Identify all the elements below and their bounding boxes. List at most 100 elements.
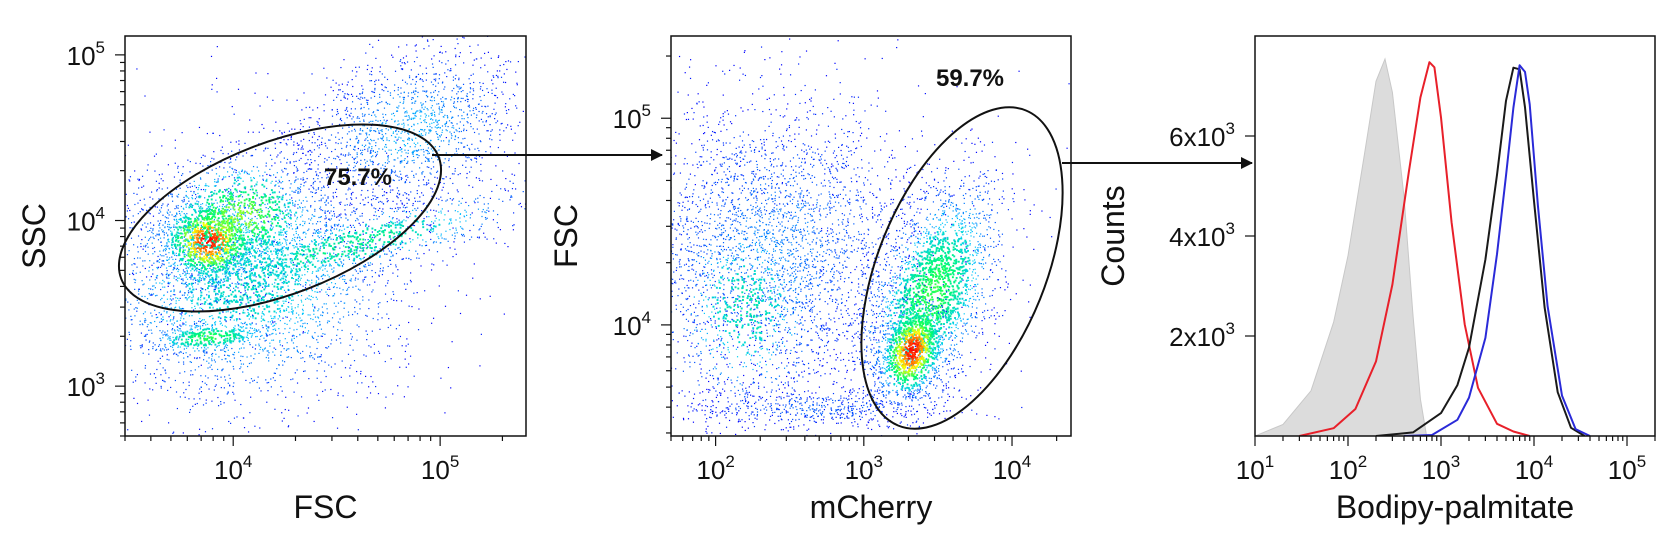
event-point <box>180 259 182 261</box>
event-point <box>333 242 336 245</box>
event-point <box>296 246 298 248</box>
event-point <box>236 241 238 244</box>
event-point <box>161 305 163 307</box>
event-point <box>354 299 356 301</box>
event-point <box>395 110 398 112</box>
event-point <box>293 152 295 154</box>
event-point <box>183 196 185 199</box>
event-point <box>166 320 168 322</box>
event-point <box>316 394 318 396</box>
event-point <box>387 129 390 131</box>
event-point <box>219 221 221 224</box>
event-point <box>374 89 376 91</box>
event-point <box>315 192 317 194</box>
event-point <box>478 155 481 158</box>
event-point <box>414 200 417 202</box>
event-point <box>311 136 314 138</box>
event-point <box>214 292 217 295</box>
event-point <box>323 161 326 163</box>
event-point <box>440 377 442 379</box>
event-point <box>249 242 251 244</box>
event-point <box>370 129 372 132</box>
event-point <box>251 241 254 244</box>
event-point <box>187 261 190 263</box>
event-point <box>261 315 263 317</box>
event-point <box>102 297 103 298</box>
event-point <box>368 142 370 144</box>
event-point <box>235 285 238 288</box>
event-point <box>278 185 280 187</box>
event-point <box>215 278 218 281</box>
event-point <box>219 281 222 284</box>
event-point <box>313 437 314 438</box>
event-point <box>384 165 386 167</box>
event-point <box>346 242 348 245</box>
event-point <box>104 297 105 298</box>
event-point <box>318 399 320 401</box>
event-point <box>355 183 357 185</box>
event-point <box>159 211 162 213</box>
event-point <box>431 105 433 107</box>
event-point <box>433 111 436 113</box>
event-point <box>174 330 176 332</box>
event-point <box>266 326 269 328</box>
event-point <box>268 305 271 308</box>
event-point <box>230 311 232 313</box>
event-point <box>182 308 185 310</box>
event-point <box>246 324 248 326</box>
event-point <box>240 214 243 216</box>
event-point <box>191 286 194 288</box>
event-point <box>262 221 264 224</box>
event-point <box>272 130 274 132</box>
event-point <box>232 256 235 258</box>
event-point <box>250 247 253 250</box>
event-point <box>293 253 295 256</box>
event-point <box>277 394 279 396</box>
event-point <box>475 58 477 60</box>
event-point <box>200 291 203 294</box>
event-point <box>78 344 79 345</box>
event-point <box>324 210 326 212</box>
event-point <box>59 254 60 255</box>
event-point <box>385 101 387 104</box>
event-point <box>330 163 333 165</box>
event-point <box>343 59 345 61</box>
event-point <box>302 125 304 128</box>
event-point <box>509 61 512 63</box>
event-point <box>417 96 419 98</box>
event-point <box>260 299 263 302</box>
event-point <box>217 299 220 302</box>
event-point <box>377 102 379 104</box>
event-point <box>404 157 406 160</box>
event-point <box>470 125 472 128</box>
event-point <box>35 276 36 277</box>
event-point <box>433 121 435 124</box>
event-point <box>174 226 176 228</box>
event-point <box>400 200 402 202</box>
event-point <box>138 187 140 189</box>
event-point <box>449 197 451 200</box>
event-point <box>234 327 236 330</box>
event-point <box>398 136 400 138</box>
event-point <box>418 179 420 182</box>
event-point <box>174 139 176 141</box>
event-point <box>506 112 508 114</box>
event-point <box>262 257 265 260</box>
event-point <box>151 285 154 287</box>
event-point <box>505 177 507 180</box>
event-point <box>216 308 219 311</box>
event-point <box>308 168 310 170</box>
event-point <box>342 232 345 235</box>
event-point <box>255 344 257 346</box>
event-point <box>324 361 326 363</box>
event-point <box>322 252 325 255</box>
event-point <box>137 235 140 237</box>
event-point <box>242 155 244 157</box>
event-point <box>269 264 271 266</box>
event-point <box>379 270 381 272</box>
event-point <box>326 77 328 79</box>
event-point <box>502 93 504 95</box>
event-point <box>347 81 349 83</box>
event-point <box>116 383 117 384</box>
event-point <box>327 260 330 263</box>
